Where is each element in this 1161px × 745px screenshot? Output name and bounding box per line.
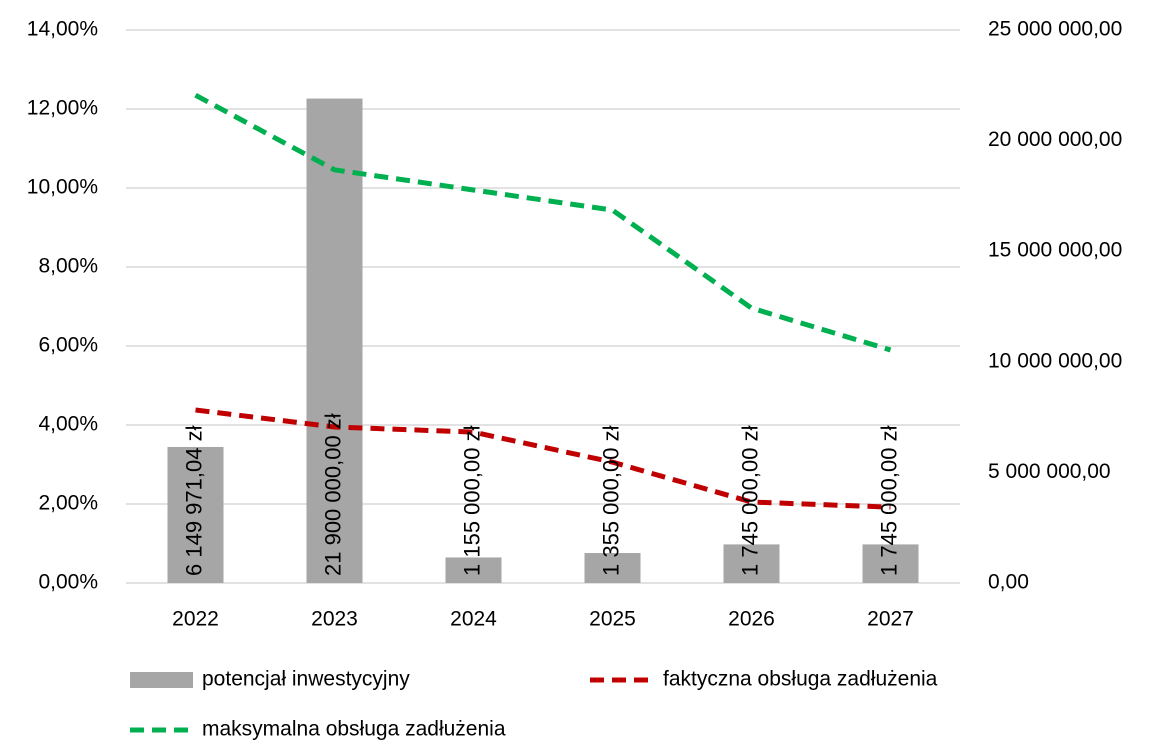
legend-label: potencjał inwestycyjny — [202, 668, 410, 691]
y-tick-label: 2,00% — [38, 492, 98, 515]
y2-tick-label: 20 000 000,00 — [988, 128, 1122, 151]
y2-tick-label: 25 000 000,00 — [988, 18, 1122, 41]
data-label: 1 745 000,00 zł — [737, 425, 762, 576]
y2-tick-label: 15 000 000,00 — [988, 239, 1122, 262]
y2-tick-label: 10 000 000,00 — [988, 349, 1122, 372]
y2-tick-label: 5 000 000,00 — [988, 460, 1111, 483]
x-tick-label: 2026 — [728, 608, 775, 631]
data-label: 1 155 000,00 zł — [459, 425, 484, 576]
y-tick-label: 4,00% — [38, 413, 98, 436]
legend-label: maksymalna obsługa zadłużenia — [202, 718, 506, 741]
y-tick-label: 12,00% — [27, 97, 98, 120]
data-label: 21 900 000,00 zł — [320, 413, 345, 576]
x-tick-label: 2023 — [311, 608, 358, 631]
y-tick-label: 8,00% — [38, 255, 98, 278]
data-label: 1 745 000,00 zł — [876, 425, 901, 576]
y-tick-label: 0,00% — [38, 571, 98, 594]
line — [195, 407, 891, 510]
bar — [167, 446, 224, 583]
bar — [584, 553, 641, 583]
bar — [306, 98, 363, 584]
bar — [723, 544, 780, 583]
line — [194, 92, 892, 353]
x-tick-label: 2024 — [450, 608, 497, 631]
y-tick-label: 14,00% — [27, 18, 98, 41]
x-tick-label: 2025 — [589, 608, 636, 631]
legend-label: faktyczna obsługa zadłużenia — [663, 668, 938, 691]
bar — [445, 557, 502, 583]
y2-tick-label: 0,00 — [988, 571, 1029, 594]
bar — [862, 544, 919, 583]
x-tick-label: 2022 — [172, 608, 219, 631]
data-label: 1 355 000,00 zł — [598, 425, 623, 576]
legend-swatch — [130, 672, 193, 688]
x-tick-label: 2027 — [867, 608, 914, 631]
data-label: 6 149 971,04 zł — [181, 425, 206, 576]
y-tick-label: 10,00% — [27, 176, 98, 199]
y-tick-label: 6,00% — [38, 334, 98, 357]
